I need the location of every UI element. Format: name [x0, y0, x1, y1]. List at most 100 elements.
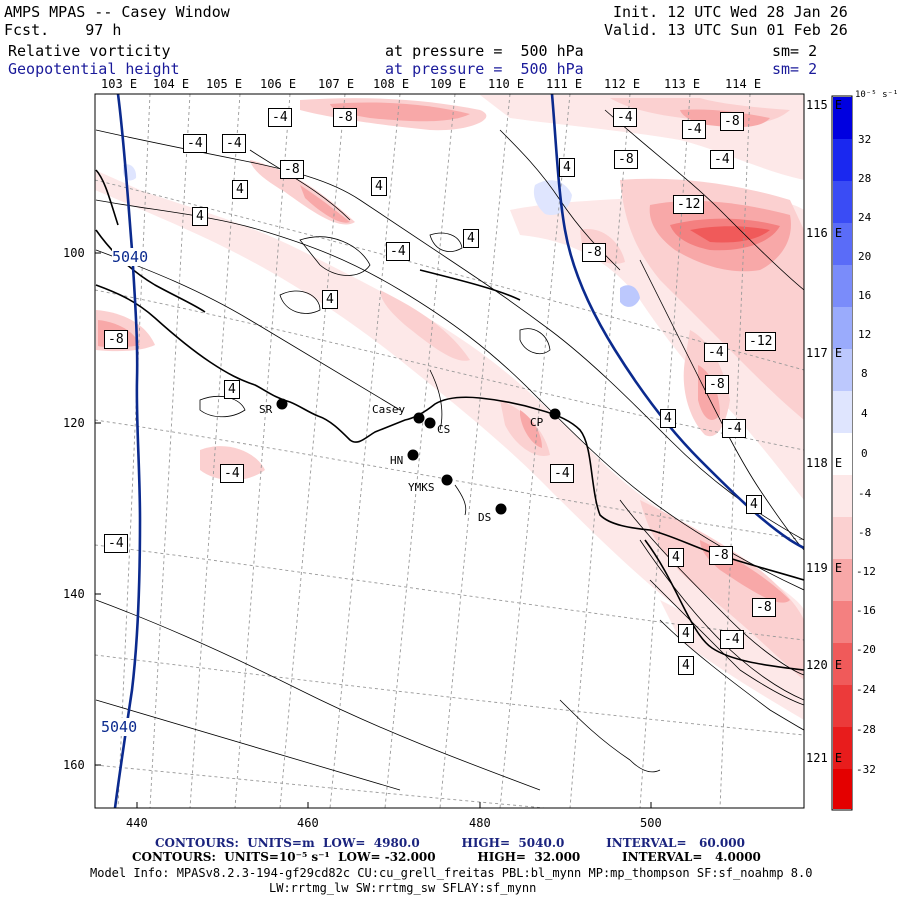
contour-value-label: 4 [559, 158, 575, 177]
colorbar-label: 32 [858, 133, 872, 146]
field2-level: at pressure = 500 hPa [385, 60, 584, 78]
plot-title: AMPS MPAS -- Casey Window [4, 3, 230, 21]
colorbar-label: -12 [856, 565, 876, 578]
lon-label: 110 E [488, 77, 525, 91]
contour-value-label: -4 [613, 108, 637, 127]
field1-level: at pressure = 500 hPa [385, 42, 584, 60]
y-tick-label: 120 [63, 416, 85, 430]
footer-model-info-2: LW:rrtmg_lw SW:rrtmg_sw SFLAY:sf_mynn [269, 881, 537, 895]
colorbar-label: 12 [858, 328, 872, 341]
contour-value-label: -12 [673, 195, 705, 214]
colorbar-label: -16 [856, 604, 876, 617]
contour-value-label: -4 [550, 464, 574, 483]
colorbar-label: 24 [858, 211, 872, 224]
contour-value-label: -8 [720, 112, 744, 131]
contour-value-label: -12 [745, 332, 777, 351]
colorbar-swatch [833, 685, 852, 727]
colorbar-swatch [833, 475, 852, 517]
lon-label: 103 E [101, 77, 138, 91]
station-marker [407, 449, 419, 461]
lon-label: 115 E [806, 98, 843, 112]
colorbar-swatch [833, 643, 852, 685]
axis-ticks [95, 252, 652, 808]
contour-value-label: 4 [678, 656, 694, 675]
field2-name: Geopotential height [8, 60, 180, 78]
colorbar-label: -28 [856, 723, 876, 736]
lon-label: 107 E [318, 77, 355, 91]
y-tick-label: 140 [63, 587, 85, 601]
lon-label: 111 E [546, 77, 583, 91]
contour-value-label: -4 [268, 108, 292, 127]
colorbar-label: -32 [856, 763, 876, 776]
contour-value-label: -8 [709, 546, 733, 565]
contour-value-label: 4 [371, 177, 387, 196]
lon-label: 105 E [206, 77, 243, 91]
y-tick-label: 160 [63, 758, 85, 772]
lon-label: 112 E [604, 77, 641, 91]
contour-value-label: -8 [582, 243, 606, 262]
forecast-hour: Fcst. 97 h [4, 21, 122, 39]
lon-label: 108 E [373, 77, 410, 91]
x-tick-label: 500 [640, 816, 662, 830]
colorbar-swatch [833, 727, 852, 769]
contour-value-label: 4 [668, 548, 684, 567]
colorbar-swatch [833, 559, 852, 601]
station-label: YMKS [408, 481, 435, 494]
colorbar-swatch [833, 97, 852, 139]
init-time: Init. 12 UTC Wed 28 Jan 26 [613, 3, 848, 21]
lon-label: 104 E [153, 77, 190, 91]
colorbar-label: 20 [858, 250, 872, 263]
colorbar-swatch [833, 265, 852, 307]
colorbar-label: 0 [861, 447, 868, 460]
lon-label: 121 E [806, 751, 843, 765]
colorbar-label: 4 [861, 407, 868, 420]
contour-value-label: -4 [720, 630, 744, 649]
footer-vorticity-contours: CONTOURS: UNITS=10⁻⁵ s⁻¹ LOW= -32.000 HI… [132, 850, 761, 864]
colorbar-swatch [833, 181, 852, 223]
height-label: 5040 [112, 248, 149, 266]
colorbar-label: 16 [858, 289, 872, 302]
footer-height-contours: CONTOURS: UNITS=m LOW= 4980.0 HIGH= 5040… [155, 836, 745, 850]
contour-value-label: -4 [222, 134, 246, 153]
contour-value-label: 4 [660, 409, 676, 428]
footer-model-info: Model Info: MPASv8.2.3-194-gf29cd82c CU:… [90, 866, 813, 880]
contour-value-label: -8 [280, 160, 304, 179]
colorbar-swatch [833, 307, 852, 349]
lon-label: 113 E [664, 77, 701, 91]
contour-value-label: 4 [322, 290, 338, 309]
lat-lon-grid [95, 94, 804, 808]
colorbar-swatch [833, 769, 852, 809]
station-label: HN [390, 454, 404, 467]
lon-label: 119 E [806, 561, 843, 575]
contour-value-label: -4 [722, 419, 746, 438]
station-marker [441, 474, 453, 486]
contour-value-label: 4 [746, 495, 762, 514]
station-marker [276, 398, 288, 410]
station-marker [495, 503, 507, 515]
colorbar-unit: 10⁻⁵ s⁻¹ [855, 90, 899, 100]
contour-value-label: -4 [104, 534, 128, 553]
colorbar-label: -20 [856, 643, 876, 656]
colorbar-swatch [833, 517, 852, 559]
station-label: CP [530, 416, 544, 429]
contour-value-label: -4 [682, 120, 706, 139]
lon-label: 116 E [806, 226, 843, 240]
colorbar-label: 8 [861, 367, 868, 380]
lon-label: 117 E [806, 346, 843, 360]
contour-value-label: -4 [183, 134, 207, 153]
lon-label: 120 E [806, 658, 843, 672]
station-label: Casey [372, 403, 406, 416]
coastline [95, 169, 804, 671]
colorbar-label: -8 [858, 526, 872, 539]
contour-value-label: 4 [678, 624, 694, 643]
colorbar-swatch [833, 139, 852, 181]
contour-value-label: 4 [192, 207, 208, 226]
valid-time: Valid. 13 UTC Sun 01 Feb 26 [604, 21, 848, 39]
station-label: DS [478, 511, 492, 524]
colorbar-label: -4 [858, 487, 872, 500]
y-tick-label: 100 [63, 246, 85, 260]
stations [276, 398, 561, 515]
station-label: SR [259, 403, 273, 416]
lon-label: 106 E [260, 77, 297, 91]
